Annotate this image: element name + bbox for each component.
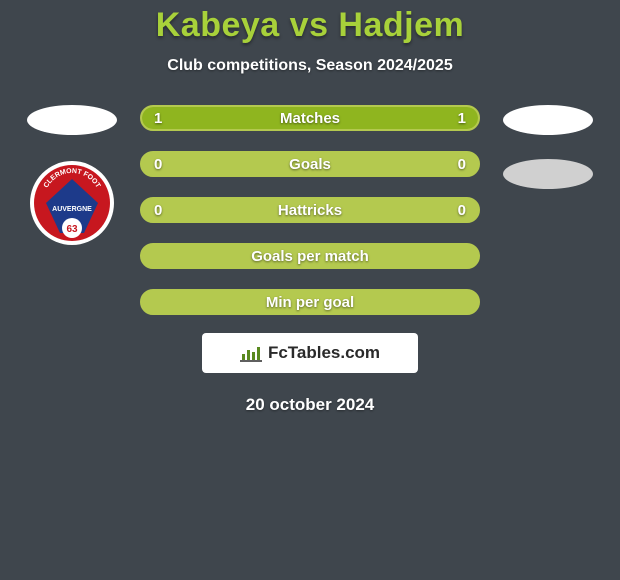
main-row: CLERMONT FOOT AUVERGNE 63 Matches1 1 Goals…	[0, 105, 620, 315]
stat-label: Goals per match	[142, 248, 478, 265]
header: Kabeya vs Hadjem Club competitions, Seaso…	[0, 0, 620, 75]
stats-column: Matches11Goals00Hattricks00Goals per mat…	[140, 105, 480, 315]
stat-bar: Min per goal	[140, 289, 480, 315]
stat-bar: Goals0 0	[140, 151, 480, 177]
left-player-oval	[27, 105, 117, 135]
stat-value-right: 0	[458, 202, 466, 219]
stat-bar: Hattricks0 0	[140, 197, 480, 223]
stat-value-right: 1	[458, 110, 466, 127]
stat-bar: Matches1 1	[140, 105, 480, 131]
stat-label: Min per goal	[142, 294, 478, 311]
stat-value-left: 0	[154, 202, 162, 219]
right-player-oval	[503, 105, 593, 135]
badge-line2: AUVERGNE	[52, 206, 92, 213]
footer-date: 20 october 2024	[0, 395, 620, 415]
stat-value-right: 0	[458, 156, 466, 173]
page-title: Kabeya vs Hadjem	[0, 6, 620, 45]
right-player-column	[498, 105, 598, 189]
stat-label: Matches	[142, 110, 478, 127]
stat-label: Hattricks	[142, 202, 478, 219]
left-player-column: CLERMONT FOOT AUVERGNE 63	[22, 105, 122, 245]
bar-chart-icon	[240, 344, 262, 362]
badge-number: 63	[66, 224, 78, 235]
fctables-logo: FcTables.com	[202, 333, 418, 373]
club-badge: CLERMONT FOOT AUVERGNE 63	[30, 161, 114, 245]
stat-value-left: 1	[154, 110, 162, 127]
club-badge-svg: CLERMONT FOOT AUVERGNE 63	[30, 161, 114, 245]
page-subtitle: Club competitions, Season 2024/2025	[0, 57, 620, 75]
right-club-oval	[503, 159, 593, 189]
stat-bar: Goals per match	[140, 243, 480, 269]
stat-value-left: 0	[154, 156, 162, 173]
logo-box: FcTables.com	[0, 333, 620, 373]
stat-label: Goals	[142, 156, 478, 173]
logo-text: FcTables.com	[268, 343, 380, 363]
